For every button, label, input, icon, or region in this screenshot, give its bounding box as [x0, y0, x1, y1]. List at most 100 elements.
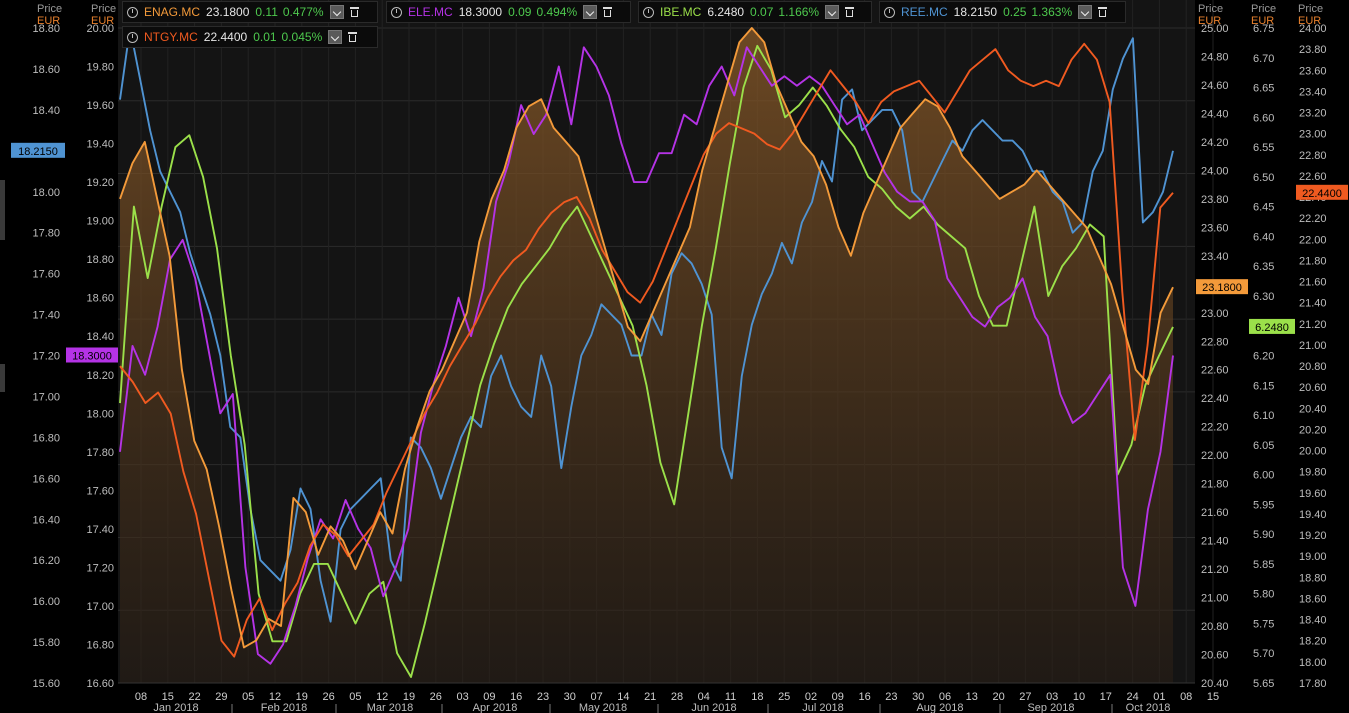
y-tick-label-ree: 16.60	[32, 473, 60, 485]
y-tick-label-ibe: 6.60	[1253, 112, 1274, 124]
y-tick-label-enag: 24.00	[1201, 165, 1229, 177]
legend-item-ele[interactable]: ELE.MC 18.3000 0.09 0.494%	[386, 1, 631, 23]
legend-price: 6.2480	[707, 5, 745, 19]
y-tick-label-ele: 18.00	[86, 408, 114, 420]
chevron-down-icon[interactable]	[329, 5, 344, 19]
trash-icon[interactable]	[349, 7, 359, 17]
y-tick-label-ibe: 5.85	[1253, 559, 1274, 571]
y-tick-label-enag: 24.60	[1201, 80, 1229, 92]
axis-header-unit: EUR	[91, 15, 115, 27]
y-tick-label-enag: 20.40	[1201, 678, 1229, 690]
y-tick-label-ntgy: 23.00	[1299, 129, 1327, 141]
y-tick-label-enag: 22.40	[1201, 393, 1229, 405]
trash-icon[interactable]	[348, 32, 358, 42]
y-tick-label-ele: 19.80	[86, 62, 114, 74]
y-tick-label-enag: 23.80	[1201, 194, 1229, 206]
x-tick-label: 26	[430, 691, 442, 703]
x-tick-label: 28	[671, 691, 683, 703]
y-tick-label-ele: 19.00	[86, 216, 114, 228]
month-label: Aug 2018	[916, 702, 963, 713]
legend-symbol: REE.MC	[901, 5, 948, 19]
x-tick-label: 25	[778, 691, 790, 703]
legend-change: 0.11	[255, 5, 278, 19]
x-tick-label: 02	[805, 691, 817, 703]
trash-icon[interactable]	[1098, 7, 1108, 17]
y-tick-label-ibe: 5.90	[1253, 529, 1274, 541]
y-tick-label-enag: 23.60	[1201, 222, 1229, 234]
y-tick-label-ibe: 5.65	[1253, 678, 1274, 690]
y-tick-label-ibe: 6.20	[1253, 351, 1274, 363]
legend-change: 0.01	[253, 30, 277, 44]
legend-item-ntgy[interactable]: NTGY.MC 22.4400 0.01 0.045%	[122, 26, 378, 48]
x-tick-label: 05	[242, 691, 254, 703]
chevron-down-icon[interactable]	[328, 30, 343, 44]
y-tick-label-ntgy: 20.40	[1299, 403, 1327, 415]
x-tick-label: 29	[215, 691, 227, 703]
month-label: May 2018	[579, 702, 627, 713]
legend-item-ibe[interactable]: IBE.MC 6.2480 0.07 1.166%	[638, 1, 872, 23]
x-tick-label: 16	[858, 691, 870, 703]
y-tick-label-ntgy: 21.80	[1299, 255, 1327, 267]
month-label: Apr 2018	[473, 702, 518, 713]
left-edge-strip	[0, 364, 5, 392]
chevron-down-icon[interactable]	[583, 5, 598, 19]
clock-icon	[127, 31, 138, 43]
trash-icon[interactable]	[845, 7, 855, 17]
y-tick-label-ree: 17.60	[32, 269, 60, 281]
y-tick-label-ibe: 5.80	[1253, 589, 1274, 601]
x-tick-label: 14	[617, 691, 629, 703]
y-tick-label-ntgy: 22.80	[1299, 150, 1327, 162]
legend-percent: 0.477%	[282, 5, 324, 19]
last-price-tag-ele	[66, 347, 118, 363]
y-tick-label-ibe: 6.30	[1253, 291, 1274, 303]
series-line-ibe	[119, 44, 1174, 678]
y-tick-label-ree: 16.00	[32, 596, 60, 608]
x-tick-label: 24	[1126, 691, 1138, 703]
legend-change: 0.09	[508, 5, 532, 19]
y-tick-label-ntgy: 20.60	[1299, 382, 1327, 394]
y-tick-label-ibe: 6.00	[1253, 470, 1274, 482]
clock-icon	[127, 6, 138, 18]
axis-header-price: Price	[1251, 3, 1277, 15]
y-tick-label-ree: 15.60	[32, 678, 60, 690]
y-tick-label-ntgy: 17.80	[1299, 678, 1327, 690]
y-tick-label-enag: 20.60	[1201, 650, 1229, 662]
y-tick-label-ibe: 6.40	[1253, 231, 1274, 243]
y-tick-label-ree: 16.40	[32, 514, 60, 526]
y-tick-label-ibe: 5.75	[1253, 618, 1274, 630]
axis-header-price: Price	[1198, 3, 1224, 15]
x-tick-label: 30	[912, 691, 924, 703]
axis-header-enag: Price EUR	[1198, 3, 1223, 27]
y-tick-label-ree: 16.80	[32, 432, 60, 444]
y-tick-label-ntgy: 21.40	[1299, 298, 1327, 310]
y-tick-label-ele: 20.00	[86, 23, 114, 35]
clock-icon	[884, 6, 895, 18]
y-tick-label-ntgy: 19.20	[1299, 530, 1327, 542]
trash-icon[interactable]	[603, 7, 613, 17]
series-line-ntgy	[119, 42, 1174, 658]
month-label: Mar 2018	[367, 702, 413, 713]
y-tick-label-enag: 21.20	[1201, 564, 1229, 576]
y-tick-label-ele: 18.20	[86, 370, 114, 382]
axis-header-unit: EUR	[1298, 15, 1322, 27]
legend-item-enag[interactable]: ENAG.MC 23.1800 0.11 0.477%	[122, 1, 378, 23]
y-tick-label-ntgy: 20.80	[1299, 361, 1327, 373]
y-tick-label-ree: 17.00	[32, 391, 60, 403]
y-tick-label-enag: 22.80	[1201, 336, 1229, 348]
chevron-down-icon[interactable]	[825, 5, 840, 19]
axis-header-price: Price	[91, 3, 117, 15]
y-tick-label-ibe: 6.75	[1253, 23, 1274, 35]
x-tick-label: 30	[564, 691, 576, 703]
x-tick-label: 08	[135, 691, 147, 703]
legend-symbol: IBE.MC	[660, 5, 702, 19]
y-tick-label-ntgy: 18.20	[1299, 636, 1327, 648]
y-tick-label-ibe: 6.70	[1253, 53, 1274, 65]
legend-percent: 0.045%	[281, 30, 323, 44]
legend-percent: 1.363%	[1031, 5, 1073, 19]
legend-item-ree[interactable]: REE.MC 18.2150 0.25 1.363%	[879, 1, 1126, 23]
chevron-down-icon[interactable]	[1078, 5, 1093, 19]
last-price-tag-ibe	[1249, 318, 1295, 334]
legend-change: 0.25	[1003, 5, 1027, 19]
